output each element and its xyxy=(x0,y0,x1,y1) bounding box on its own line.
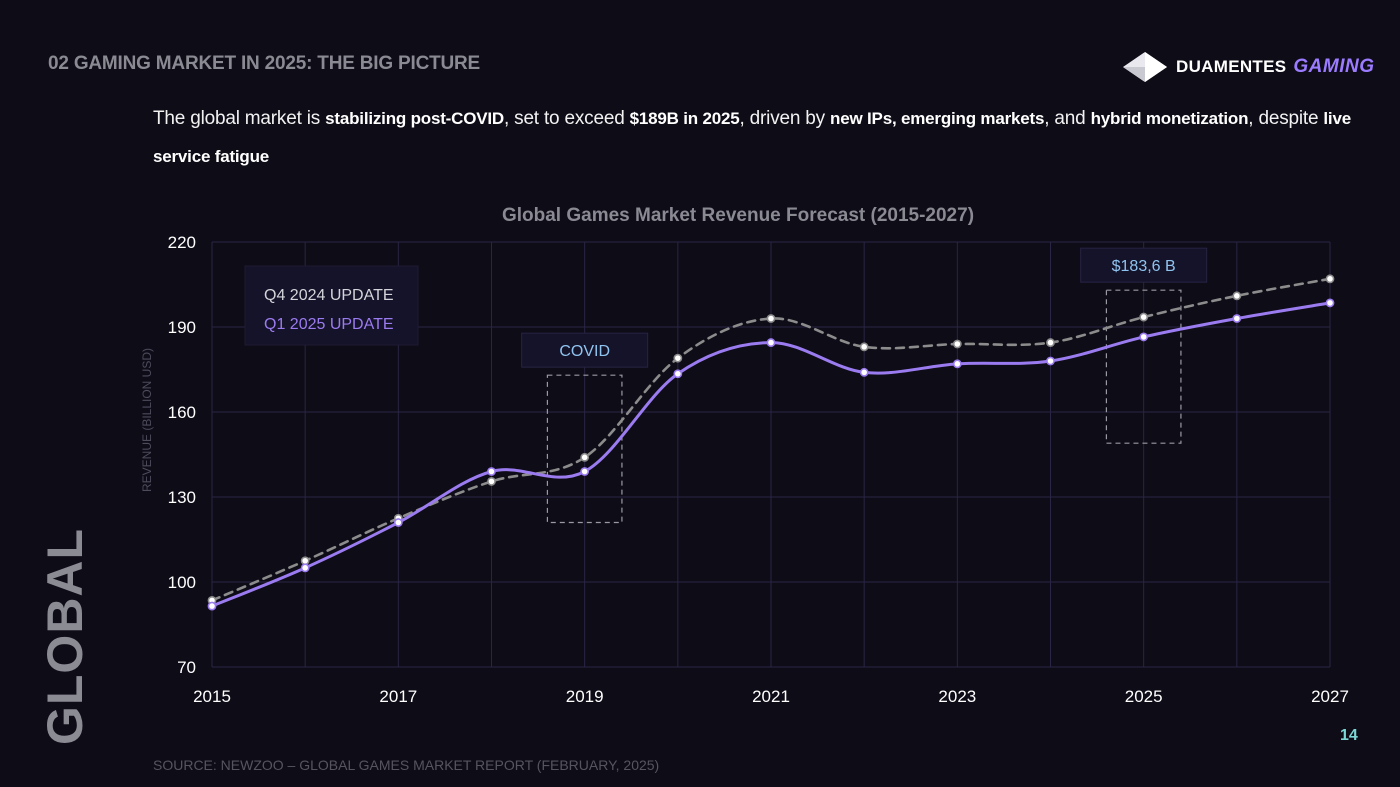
y-tick-label: 100 xyxy=(168,573,196,592)
summary-highlight-5: live service fatigue xyxy=(153,109,1351,166)
y-axis-label: REVENUE (BILLION USD) xyxy=(140,348,154,492)
data-point-q1-2025 xyxy=(859,367,869,377)
brand-logo: DUAMENTES GAMING xyxy=(1122,50,1374,84)
y-tick-label: 190 xyxy=(168,318,196,337)
summary-part-2: , set to exceed xyxy=(503,108,630,129)
data-point-q4-2024 xyxy=(1325,274,1335,284)
summary-highlight-1: stabilizing post-COVID xyxy=(325,109,504,128)
chart-title: Global Games Market Revenue Forecast (20… xyxy=(502,205,974,226)
legend-item-q1-2025: Q1 2025 UPDATE xyxy=(264,316,394,333)
data-point-q4-2024 xyxy=(487,477,496,486)
x-tick-label: 2023 xyxy=(938,687,976,706)
data-point-q1-2025 xyxy=(1046,356,1055,366)
x-tick-label: 2027 xyxy=(1311,687,1349,706)
data-point-q1-2025 xyxy=(1325,298,1335,308)
x-tick-label: 2017 xyxy=(379,687,417,706)
data-point-q1-2025 xyxy=(487,467,496,476)
summary-highlight-2: $189B in 2025 xyxy=(629,109,740,128)
data-point-q1-2025 xyxy=(952,359,962,369)
data-point-q4-2024 xyxy=(673,353,683,363)
series-layer xyxy=(207,274,1335,611)
global-side-label: GLOBAL xyxy=(37,527,93,745)
y-tick-label: 130 xyxy=(168,488,196,507)
data-point-q1-2025 xyxy=(1139,332,1149,342)
summary-part-5: , despite xyxy=(1248,108,1324,129)
y-tick-label: 220 xyxy=(168,233,196,252)
grid-lines xyxy=(211,241,1331,668)
annotation-label: COVID xyxy=(559,343,610,360)
data-point-q4-2024 xyxy=(766,314,776,323)
data-point-q4-2024 xyxy=(1139,312,1149,322)
summary-part-1: The global market is xyxy=(153,108,326,129)
diamond-logo-icon xyxy=(1123,52,1167,82)
data-point-q1-2025 xyxy=(393,518,403,527)
data-point-q4-2024 xyxy=(859,342,869,352)
data-point-q4-2024 xyxy=(952,339,962,349)
annotation-label-box xyxy=(521,332,649,368)
page-number: 14 xyxy=(1340,727,1358,744)
data-point-q4-2024 xyxy=(300,556,310,566)
summary-text: The global market is stabilizing post-CO… xyxy=(153,100,1353,176)
legend-box xyxy=(244,265,419,346)
x-tick-label: 2025 xyxy=(1125,687,1163,706)
data-point-q1-2025 xyxy=(207,601,217,611)
annotation-label: $183,6 B xyxy=(1112,258,1176,275)
data-point-q4-2024 xyxy=(1046,338,1055,347)
annotation-label-box xyxy=(1080,247,1208,283)
source-note: SOURCE: NEWZOO – GLOBAL GAMES MARKET REP… xyxy=(153,757,660,773)
x-tick-label: 2019 xyxy=(566,687,604,706)
annotation-layer: COVID $183,6 B xyxy=(521,247,1208,524)
y-tick-label: 70 xyxy=(177,658,196,677)
summary-part-4: , and xyxy=(1044,108,1091,129)
annotation-region xyxy=(546,374,623,524)
data-point-q1-2025 xyxy=(580,467,590,476)
summary-part-3: , driven by xyxy=(739,108,831,129)
summary-highlight-4: hybrid monetization xyxy=(1090,109,1249,128)
section-title: 02 GAMING MARKET IN 2025: THE BIG PICTUR… xyxy=(48,53,481,74)
y-tick-label: 160 xyxy=(168,403,196,422)
data-point-q1-2025 xyxy=(300,563,310,573)
x-tick-label: 2015 xyxy=(193,687,231,706)
logo-accent: GAMING xyxy=(1293,56,1375,77)
data-point-q1-2025 xyxy=(673,369,683,379)
x-tick-label: 2021 xyxy=(752,687,790,706)
summary-highlight-3: new IPs, emerging markets xyxy=(830,109,1045,128)
data-point-q1-2025 xyxy=(766,338,776,347)
legend: Q4 2024 UPDATE Q1 2025 UPDATE xyxy=(244,265,419,346)
annotation-region xyxy=(1105,289,1182,444)
data-point-q1-2025 xyxy=(1232,314,1242,323)
axis-tick-labels: 70 100 130 160 190 220 2015 2017 2019 2021 2023 202… xyxy=(168,233,1349,706)
data-point-q4-2024 xyxy=(1232,291,1242,301)
logo-name: DUAMENTES xyxy=(1176,57,1287,76)
legend-item-q4-2024: Q4 2024 UPDATE xyxy=(264,287,394,304)
data-point-q4-2024 xyxy=(580,452,590,462)
